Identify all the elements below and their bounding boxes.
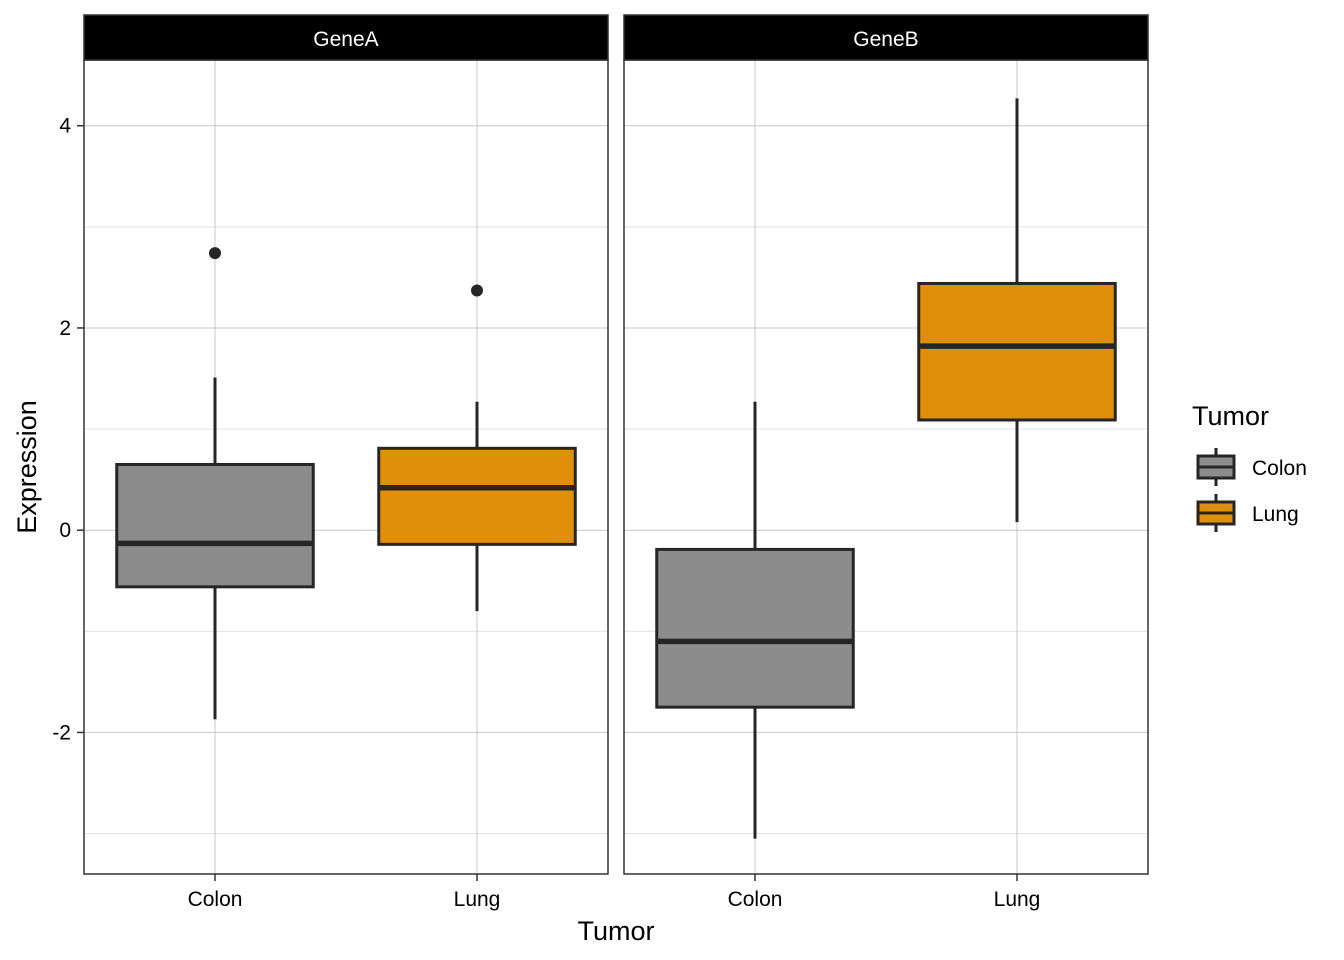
box-geneb-lung [917, 98, 1117, 523]
strip-label: GeneA [313, 28, 378, 51]
strip-label: GeneB [853, 28, 918, 51]
strip-background [83, 14, 609, 61]
legend-item-colon: Colon [1196, 448, 1307, 486]
panel-border [623, 59, 1149, 875]
box-genea-lung [377, 284, 577, 612]
y-tick-label: 4 [59, 115, 71, 138]
axes: Tumor Expression Colon Lung Colon Lung -2 0 2 4 [12, 115, 1040, 946]
x-tick-label: Lung [454, 888, 501, 911]
strip-geneb: GeneB [623, 14, 1149, 61]
legend-item-lung: Lung [1196, 494, 1299, 532]
legend-title: Tumor [1192, 401, 1269, 431]
panels [83, 59, 1149, 875]
y-tick-label: -2 [52, 721, 71, 744]
x-tick-label: Colon [188, 888, 243, 911]
x-axis-title: Tumor [577, 916, 654, 946]
outlier-point [209, 247, 221, 260]
box-genea-colon [115, 247, 315, 720]
facet-panel-geneb [623, 59, 1149, 875]
legend-label: Lung [1252, 503, 1299, 526]
strip-background [623, 14, 1149, 61]
box-geneb-colon [655, 401, 855, 839]
strip-genea: GeneA [83, 14, 609, 61]
legend: Tumor Colon Lung [1192, 401, 1307, 532]
legend-label: Colon [1252, 457, 1307, 480]
y-tick-label: 0 [59, 519, 71, 542]
box-body [115, 462, 315, 589]
x-tick-label: Lung [994, 888, 1041, 911]
x-tick-label: Colon [728, 888, 783, 911]
y-tick-label: 2 [59, 317, 71, 340]
facet-panel-genea [83, 59, 609, 875]
outlier-point [471, 284, 483, 297]
y-axis-title: Expression [12, 400, 42, 534]
box-body [377, 446, 577, 546]
box-body [655, 547, 855, 709]
facet-strips: GeneA GeneB [83, 14, 1149, 61]
box-body [917, 281, 1117, 422]
